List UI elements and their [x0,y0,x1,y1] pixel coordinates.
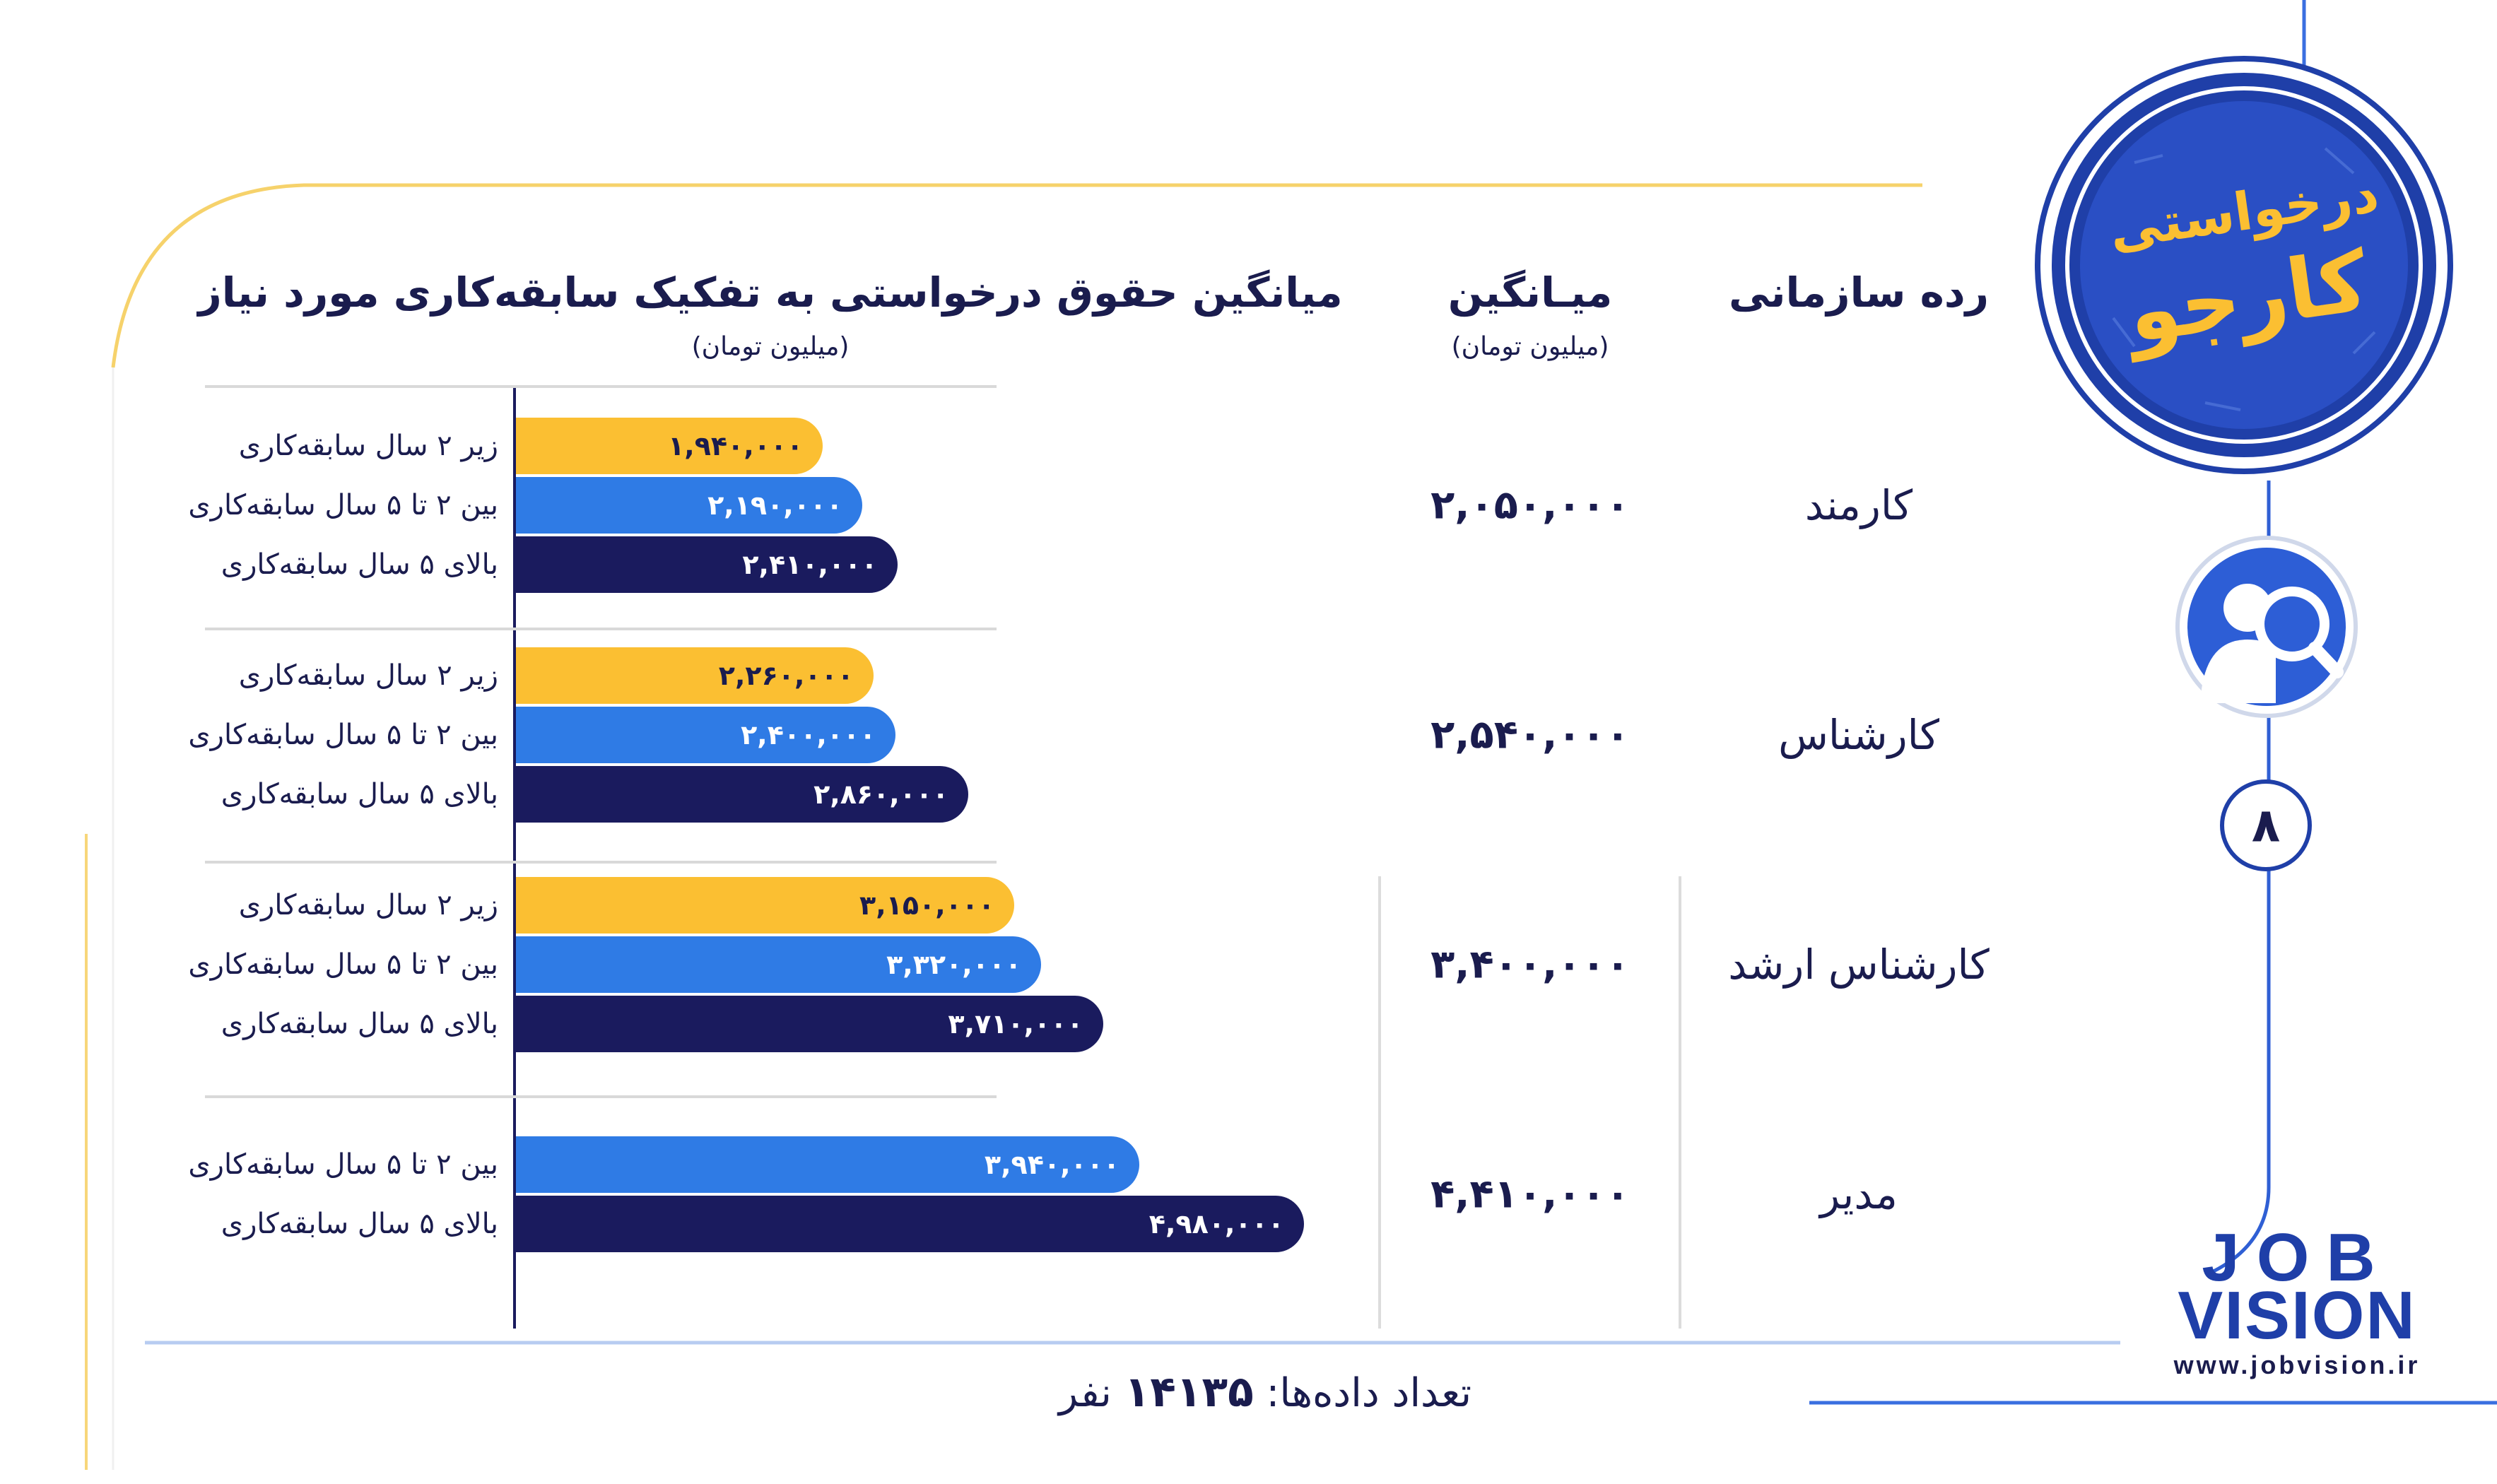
bar-value-label: ۳,۷۱۰,۰۰۰ [948,1008,1083,1040]
footer-count-value: ۱۴۱۳۵ [1124,1367,1254,1417]
header-average-unit: (میلیون تومان) [1451,332,1609,361]
average-value: ۴,۴۱۰,۰۰۰ [1430,1171,1630,1218]
bar [516,1196,1304,1252]
column-divider [1378,876,1381,1329]
group-divider [205,628,997,630]
category-label: کارشناس [1778,711,1939,759]
header-category: رده سازمانی [1729,269,1989,317]
bar [516,418,823,474]
bar-category-label: بالای ۵ سال سابقه‌کاری [221,1008,498,1040]
badge-emblem [2035,56,2453,474]
bar [516,477,863,534]
footer-unit: نفر [1058,1370,1112,1416]
bar [516,766,969,823]
bar [516,1136,1140,1193]
group-divider [205,861,997,864]
bar-category-label: زیر ۲ سال سابقه‌کاری [238,889,498,921]
header-average: میـانگین [1447,269,1613,317]
category-label: مدیر [1820,1170,1898,1218]
right-blue-line [2211,481,2271,1274]
bar-value-label: ۳,۳۲۰,۰۰۰ [886,949,1022,980]
bar [516,877,1015,934]
bar-value-label: ۲,۴۱۰,۰۰۰ [742,549,878,580]
footer-label: تعداد داده‌ها: [1266,1370,1472,1416]
category-label: کارشناس ارشد [1728,941,1990,989]
category-label: کارمند [1804,481,1913,529]
gold-frame-line [111,183,1922,368]
bar-value-label: ۲,۱۹۰,۰۰۰ [707,490,843,521]
average-value: ۳,۴۰۰,۰۰۰ [1430,941,1630,988]
user-search-icon [2175,536,2358,718]
bar-value-label: ۳,۹۴۰,۰۰۰ [984,1149,1120,1180]
group-divider [205,385,997,388]
bar [516,536,898,593]
bar [516,936,1042,993]
bar-category-label: بین ۲ تا ۵ سال سابقه‌کاری [188,1148,498,1181]
page-number-circle [2220,779,2312,871]
bar-value-label: ۴,۹۸۰,۰۰۰ [1148,1208,1284,1239]
group-divider [205,1095,997,1098]
bar-category-label: بالای ۵ سال سابقه‌کاری [221,1208,498,1240]
footer-count: تعداد داده‌ها: ۱۴۱۳۵ نفر [1059,1367,1471,1417]
brand-line1: JOB [2202,1220,2392,1295]
bar-category-label: بالای ۵ سال سابقه‌کاری [221,778,498,811]
average-value: ۲,۰۵۰,۰۰۰ [1430,482,1630,529]
bar-category-label: زیر ۲ سال سابقه‌کاری [238,430,498,462]
average-value: ۲,۵۴۰,۰۰۰ [1430,712,1630,758]
header-breakdown-unit: (میلیون تومان) [691,332,850,361]
bar-category-label: بین ۲ تا ۵ سال سابقه‌کاری [188,948,498,981]
brand-url: www.jobvision.ir [2173,1350,2421,1379]
bar [516,707,896,763]
bar-category-label: بالای ۵ سال سابقه‌کاری [221,548,498,581]
brand-line2: VISION [2178,1278,2416,1353]
bar-value-label: ۲,۸۶۰,۰۰۰ [813,779,949,810]
bar-category-label: زیر ۲ سال سابقه‌کاری [238,659,498,692]
bar [516,996,1103,1052]
bar-category-label: بین ۲ تا ۵ سال سابقه‌کاری [188,719,498,751]
page-number: ۸ [2251,798,2281,853]
bar-value-label: ۲,۲۶۰,۰۰۰ [718,660,854,691]
bar-value-label: ۳,۱۵۰,۰۰۰ [859,890,995,921]
bar [516,647,874,704]
header-breakdown: میانگین حقوق درخواستی به تفکیک سابقه‌کار… [198,269,1343,317]
bar-value-label: ۲,۴۰۰,۰۰۰ [741,719,876,750]
column-divider [1679,876,1681,1329]
bar-value-label: ۱,۹۴۰,۰۰۰ [668,430,804,461]
bar-category-label: بین ۲ تا ۵ سال سابقه‌کاری [188,489,498,522]
